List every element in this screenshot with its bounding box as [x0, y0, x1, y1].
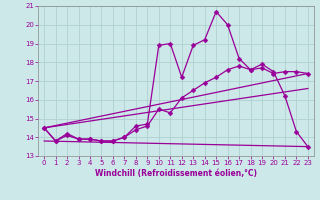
X-axis label: Windchill (Refroidissement éolien,°C): Windchill (Refroidissement éolien,°C)	[95, 169, 257, 178]
